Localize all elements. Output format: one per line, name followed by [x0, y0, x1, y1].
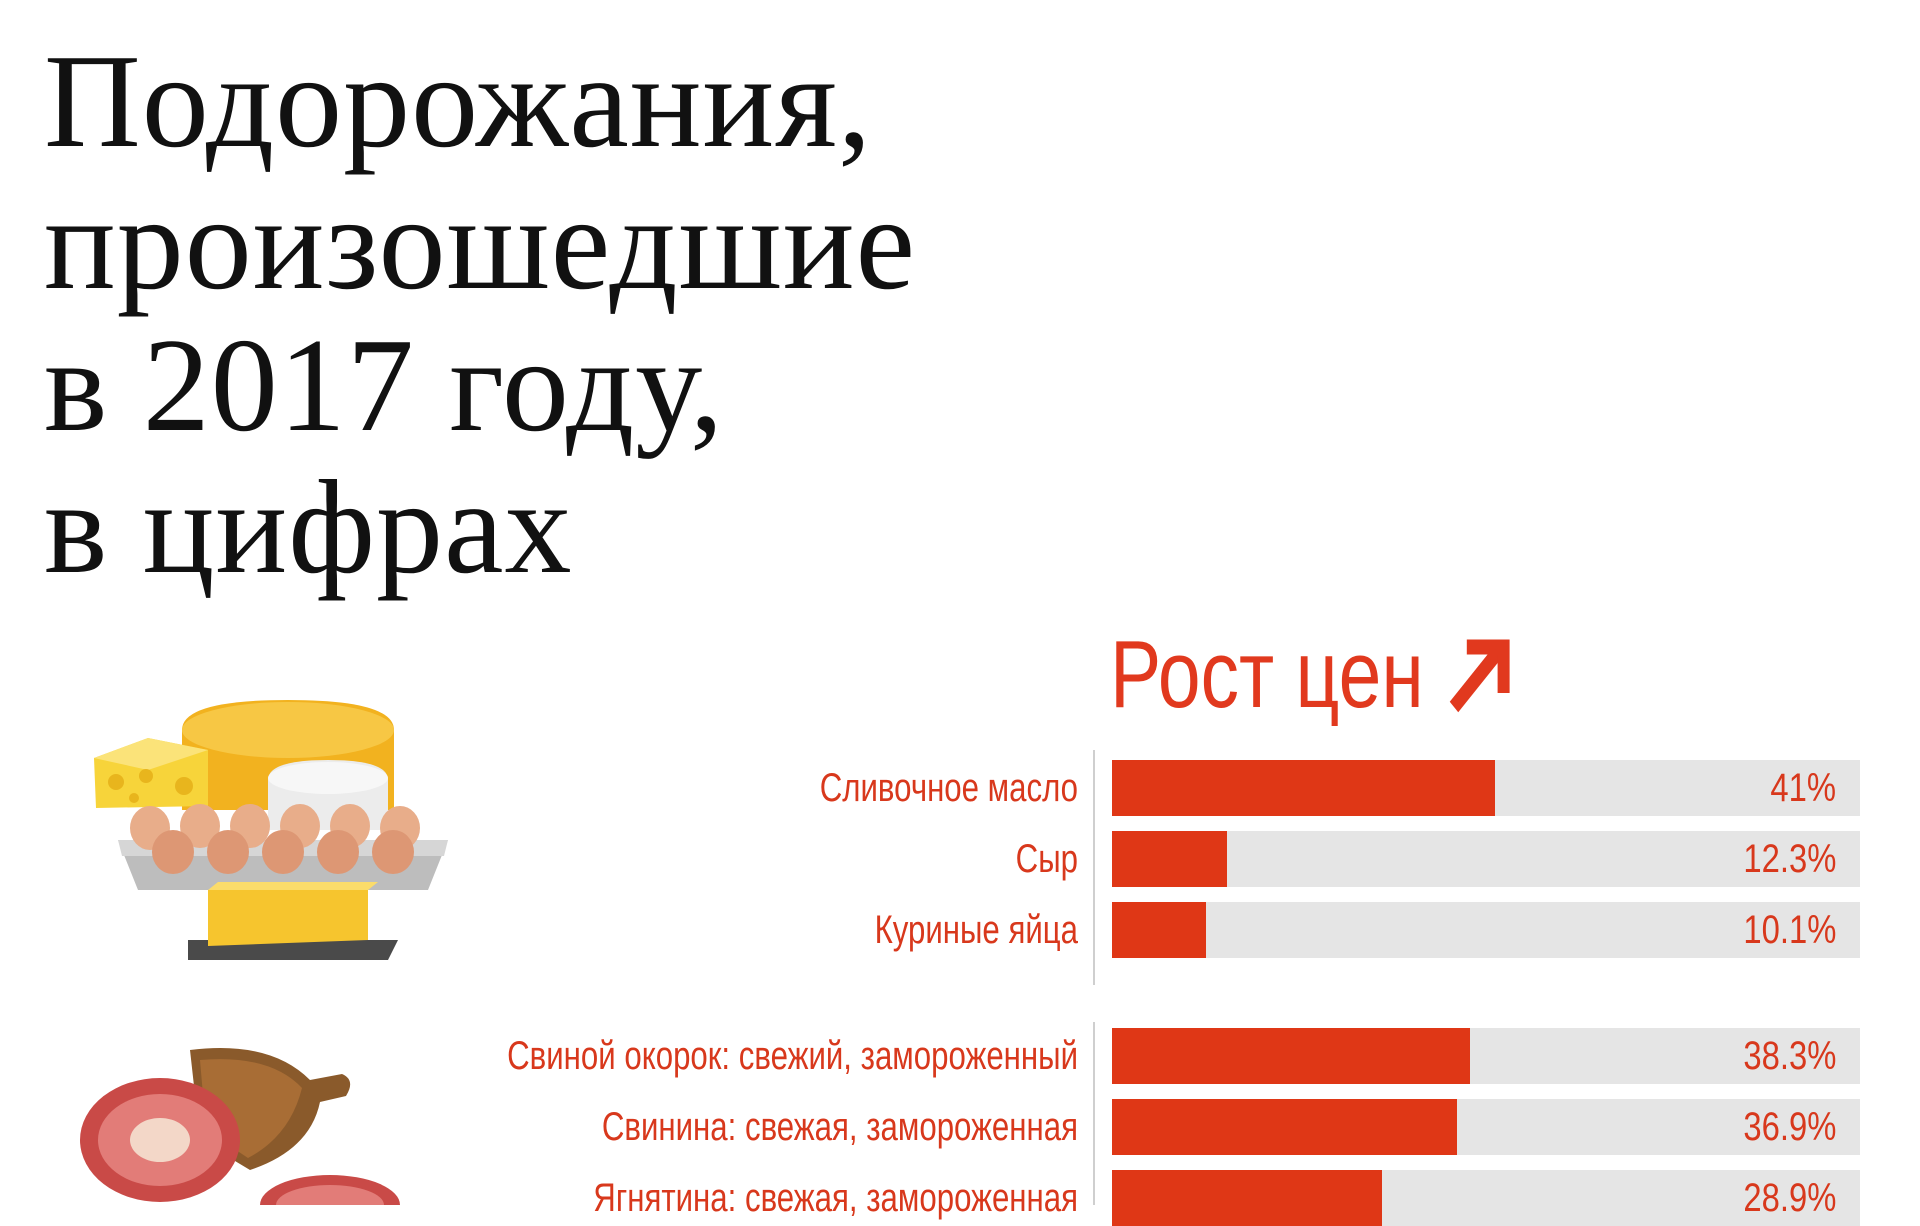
- bar: [1112, 1028, 1471, 1084]
- dairy-illustration: [94, 700, 448, 960]
- bar-value-label: 36.9%: [1742, 1105, 1836, 1149]
- title-line: в 2017 году,: [44, 311, 725, 459]
- bar-track: 28.9%: [1112, 1170, 1860, 1226]
- bar: [1112, 1170, 1383, 1226]
- meat-illustration: [80, 1048, 400, 1205]
- bar-label: Куриные яйца: [874, 908, 1078, 952]
- chart-title: Рост цен: [1110, 625, 1513, 725]
- chart-title-text: Рост цен: [1110, 621, 1424, 728]
- bar-value-label: 38.3%: [1742, 1034, 1836, 1078]
- bar-label: Сливочное масло: [819, 766, 1078, 810]
- title-line: произошедшие: [44, 169, 917, 317]
- title-line: в цифрах: [44, 453, 573, 601]
- bar-label: Свинина: свежая, замороженная: [601, 1105, 1078, 1149]
- bar-label: Сыр: [1015, 837, 1078, 881]
- bar-track: 10.1%: [1112, 902, 1860, 958]
- bar-track: 12.3%: [1112, 831, 1860, 887]
- bar-track: 41%: [1112, 760, 1860, 816]
- bar-track: 36.9%: [1112, 1099, 1860, 1155]
- title-line: Подорожания,: [44, 27, 873, 175]
- bar-value-label: 28.9%: [1742, 1176, 1836, 1220]
- bar-label: Свиной окорок: свежий, замороженный: [507, 1034, 1079, 1078]
- bar-value-label: 41%: [1770, 766, 1836, 810]
- bar: [1112, 1099, 1457, 1155]
- bar-label: Ягнятина: свежая, замороженная: [593, 1176, 1078, 1220]
- bar-value-label: 10.1%: [1742, 908, 1836, 952]
- bar-track: 38.3%: [1112, 1028, 1860, 1084]
- bar: [1112, 760, 1496, 816]
- page-title: Подорожания, произошедшие в 2017 году, в…: [44, 30, 916, 598]
- group-separator-line: [1093, 1022, 1095, 1205]
- group-separator-line: [1093, 750, 1095, 985]
- bar: [1112, 902, 1207, 958]
- bar-value-label: 12.3%: [1742, 837, 1836, 881]
- arrow-up-right-icon: [1449, 639, 1510, 713]
- bar: [1112, 831, 1227, 887]
